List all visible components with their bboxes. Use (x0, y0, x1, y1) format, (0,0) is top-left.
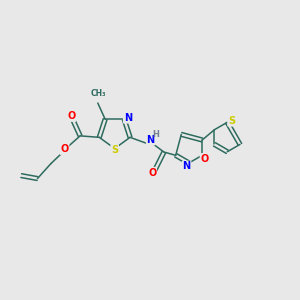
Text: H: H (152, 130, 159, 139)
Text: CH₃: CH₃ (91, 89, 106, 98)
Text: O: O (60, 144, 69, 154)
Text: S: S (111, 145, 118, 155)
Text: N: N (182, 161, 191, 172)
Text: O: O (200, 154, 209, 164)
Text: N: N (147, 135, 155, 145)
Text: N: N (124, 113, 132, 123)
Text: S: S (228, 116, 235, 126)
Text: O: O (67, 111, 75, 121)
Text: O: O (148, 168, 156, 178)
